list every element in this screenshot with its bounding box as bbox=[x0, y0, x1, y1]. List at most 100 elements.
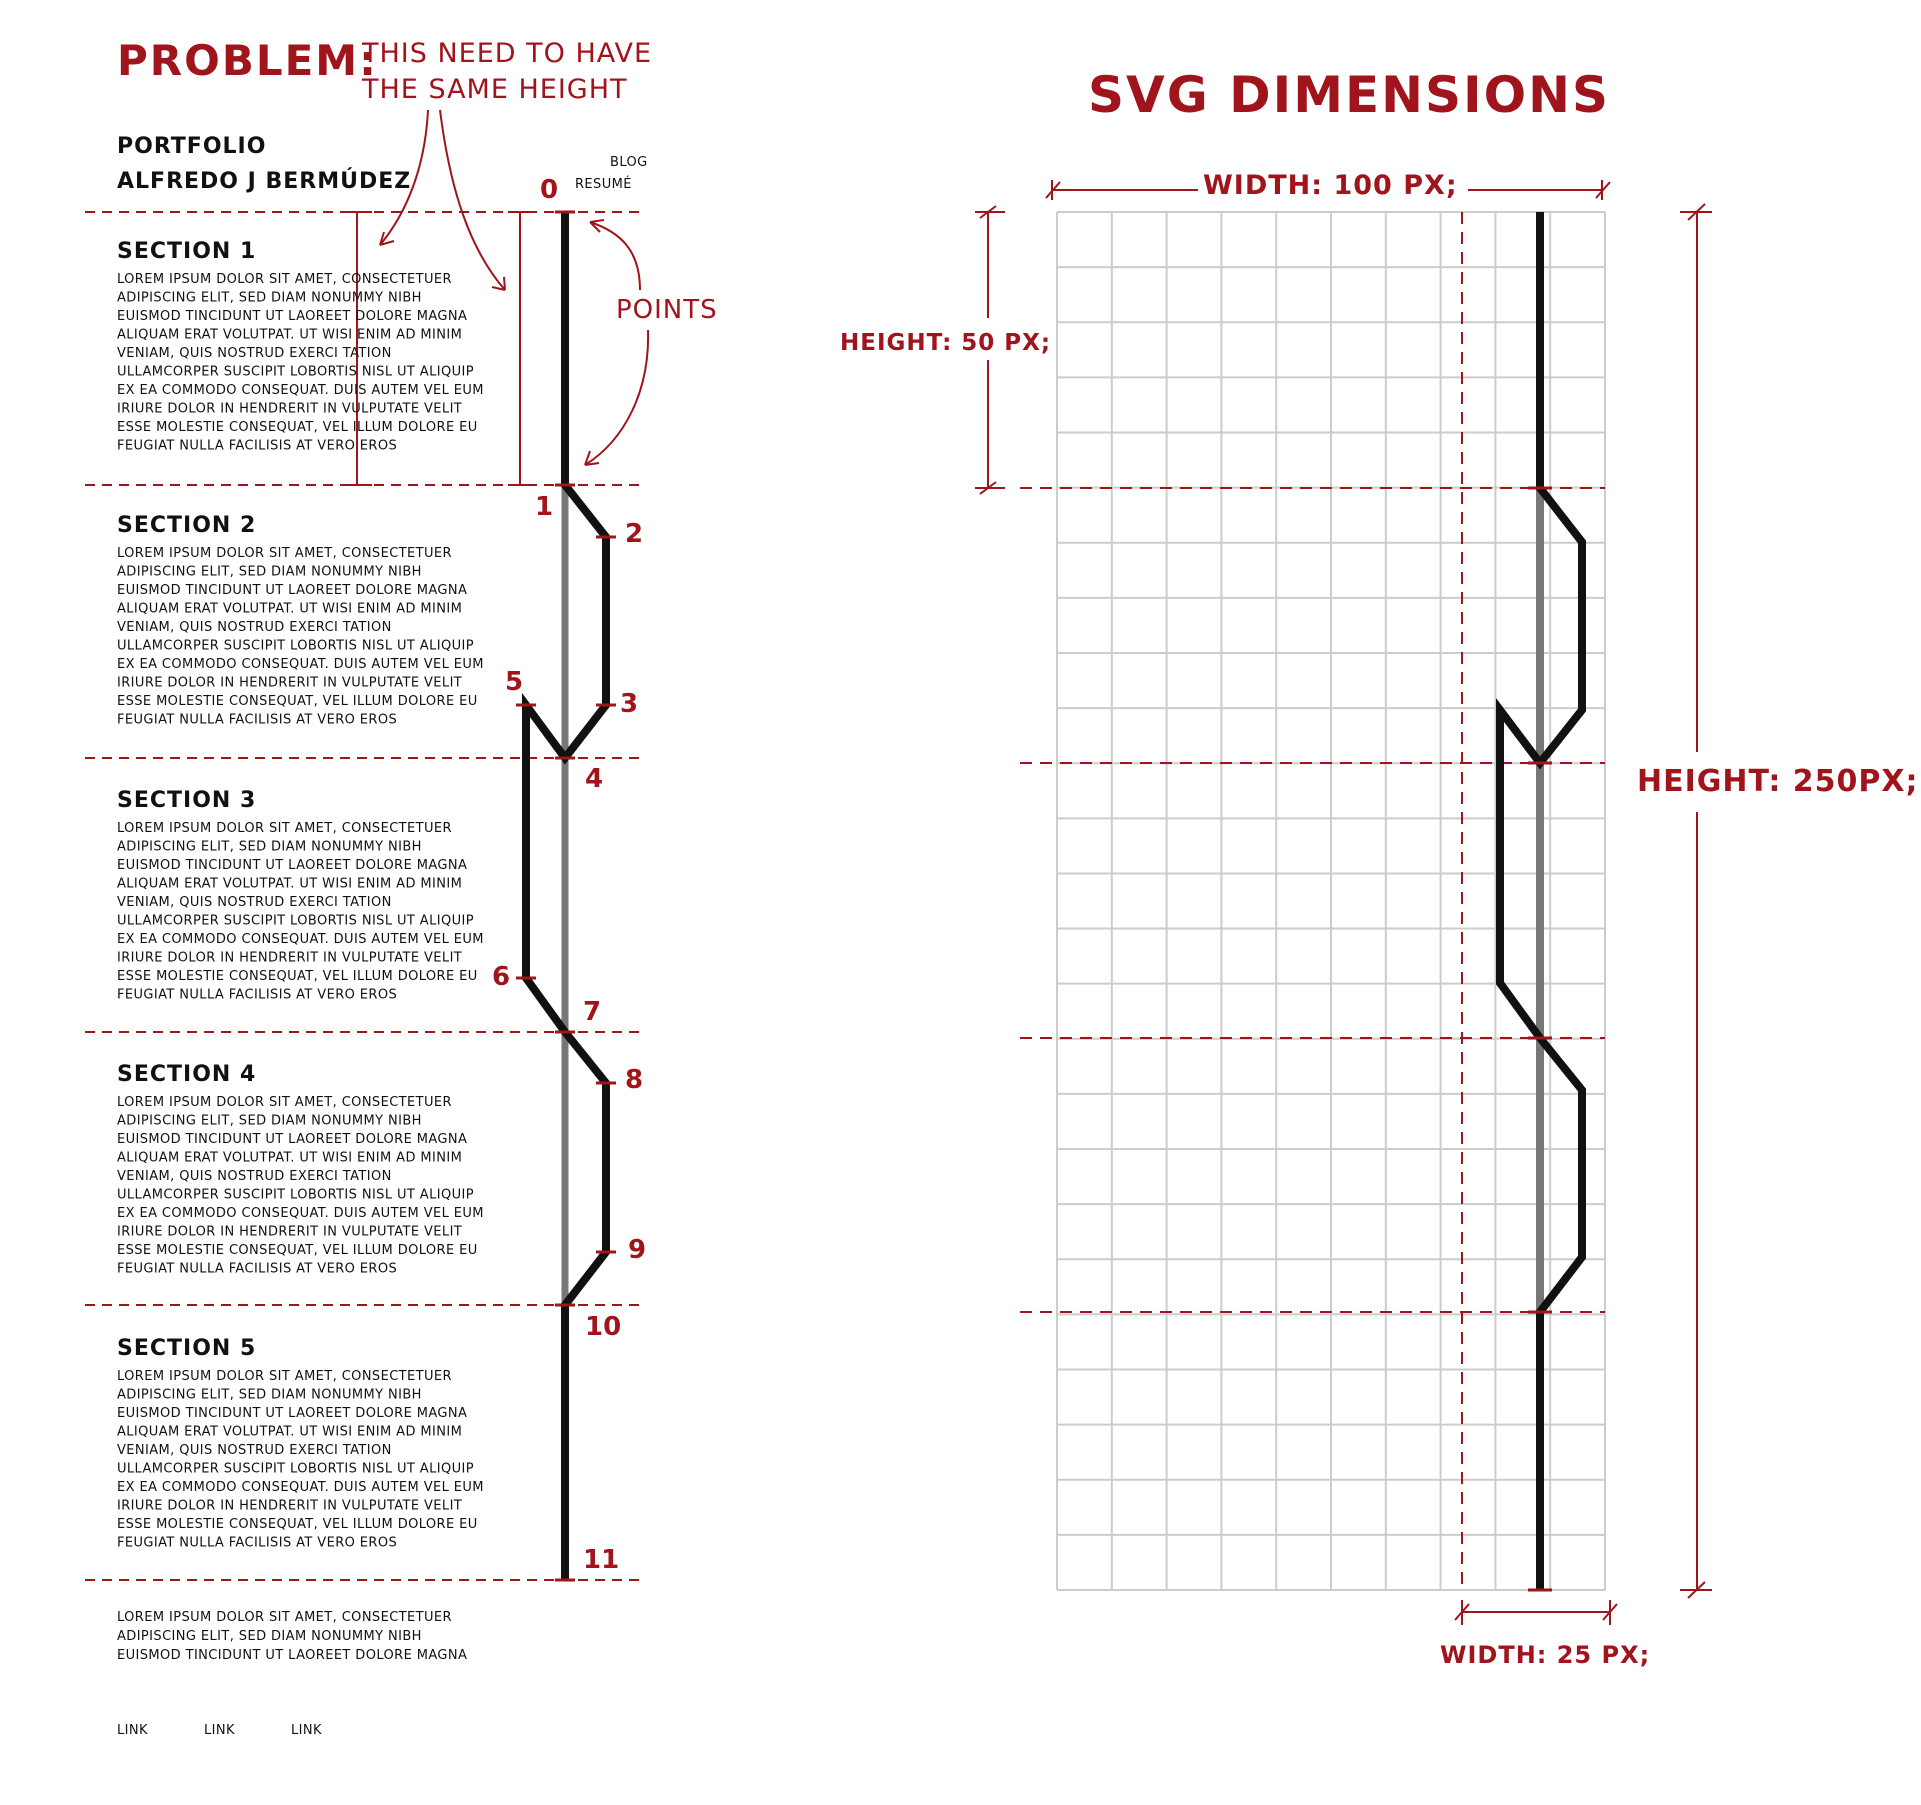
section-body-line: ESSE MOLESTIE CONSEQUAT, VEL ILLUM DOLOR… bbox=[117, 969, 478, 984]
section-body-line: IRIURE DOLOR IN HENDRERIT IN VULPUTATE V… bbox=[117, 951, 462, 966]
point-number-9: 9 bbox=[628, 1235, 646, 1265]
section-body-line: FEUGIAT NULLA FACILISIS AT VERO EROS bbox=[117, 988, 397, 1003]
points-arrow-up bbox=[589, 221, 641, 291]
section-title: SECTION 2 bbox=[117, 513, 256, 538]
section-body-line: ULLAMCORPER SUSCIPIT LOBORTIS NISL UT AL… bbox=[117, 365, 474, 380]
page-footer: LOREM IPSUM DOLOR SIT AMET, CONSECTETUER… bbox=[117, 1610, 467, 1738]
left-path-diagram bbox=[522, 212, 610, 1580]
section-body-line: LOREM IPSUM DOLOR SIT AMET, CONSECTETUER bbox=[117, 1369, 452, 1384]
height-50-dimension-line bbox=[975, 205, 1005, 495]
section-body-line: EX EA COMMODO CONSEQUAT. DUIS AUTEM VEL … bbox=[117, 1480, 484, 1495]
section-body-line: EX EA COMMODO CONSEQUAT. DUIS AUTEM VEL … bbox=[117, 1206, 484, 1221]
point-number-7: 7 bbox=[583, 997, 601, 1027]
point-number-11: 11 bbox=[583, 1545, 619, 1575]
section-body-line: ESSE MOLESTIE CONSEQUAT, VEL ILLUM DOLOR… bbox=[117, 694, 478, 709]
section-3: SECTION 3 LOREM IPSUM DOLOR SIT AMET, CON… bbox=[117, 788, 484, 1003]
author-name: ALFREDO J BERMÚDEZ bbox=[117, 168, 411, 194]
section-title: SECTION 5 bbox=[117, 1336, 256, 1361]
page-header: PORTFOLIO ALFREDO J BERMÚDEZ BLOG RESUMÉ bbox=[117, 134, 648, 194]
section-body-line: VENIAM, QUIS NOSTRUD EXERCI TATION bbox=[117, 346, 392, 361]
problem-label: PROBLEM: bbox=[117, 36, 378, 85]
svg-dimensions-title: SVG DIMENSIONS bbox=[1088, 66, 1610, 124]
section-1: SECTION 1 LOREM IPSUM DOLOR SIT AMET, CON… bbox=[117, 239, 484, 454]
section-body-line: FEUGIAT NULLA FACILISIS AT VERO EROS bbox=[117, 1536, 397, 1551]
section-body-line: VENIAM, QUIS NOSTRUD EXERCI TATION bbox=[117, 620, 392, 635]
section-body-line: EUISMOD TINCIDUNT UT LAOREET DOLORE MAGN… bbox=[117, 858, 467, 873]
section-body-line: FEUGIAT NULLA FACILISIS AT VERO EROS bbox=[117, 1262, 397, 1277]
problem-note-line1: THIS NEED TO HAVE bbox=[361, 38, 652, 69]
section-body-line: ADIPISCING ELIT, SED DIAM NONUMMY NIBH bbox=[117, 1114, 422, 1129]
section-body-line: IRIURE DOLOR IN HENDRERIT IN VULPUTATE V… bbox=[117, 676, 462, 691]
section-body-line: ULLAMCORPER SUSCIPIT LOBORTIS NISL UT AL… bbox=[117, 1462, 474, 1477]
height-50-label: HEIGHT: 50 PX; bbox=[840, 330, 1051, 356]
section-body-line: VENIAM, QUIS NOSTRUD EXERCI TATION bbox=[117, 895, 392, 910]
problem-annotation: PROBLEM: THIS NEED TO HAVE THE SAME HEIG… bbox=[117, 36, 718, 486]
section-body-line: IRIURE DOLOR IN HENDRERIT IN VULPUTATE V… bbox=[117, 1499, 462, 1514]
point-number-4: 4 bbox=[585, 764, 603, 794]
point-number-8: 8 bbox=[625, 1065, 643, 1095]
section-body-line: ALIQUAM ERAT VOLUTPAT. UT WISI ENIM AD M… bbox=[117, 602, 462, 617]
right-path-line bbox=[1496, 212, 1586, 1590]
height-250-dimension-line bbox=[1680, 203, 1712, 1599]
section-body-line: FEUGIAT NULLA FACILISIS AT VERO EROS bbox=[117, 439, 397, 454]
section-body-line: LOREM IPSUM DOLOR SIT AMET, CONSECTETUER bbox=[117, 272, 452, 287]
point-number-3: 3 bbox=[620, 689, 638, 719]
section-body-line: EX EA COMMODO CONSEQUAT. DUIS AUTEM VEL … bbox=[117, 383, 484, 398]
section-body-line: IRIURE DOLOR IN HENDRERIT IN VULPUTATE V… bbox=[117, 402, 462, 417]
left-path-line bbox=[522, 212, 610, 1580]
section-title: SECTION 4 bbox=[117, 1062, 256, 1087]
nav-blog-link[interactable]: BLOG bbox=[610, 155, 648, 170]
section-body-line: EUISMOD TINCIDUNT UT LAOREET DOLORE MAGN… bbox=[117, 1132, 467, 1147]
section-body-line: IRIURE DOLOR IN HENDRERIT IN VULPUTATE V… bbox=[117, 1225, 462, 1240]
section-body-line: LOREM IPSUM DOLOR SIT AMET, CONSECTETUER bbox=[117, 1095, 452, 1110]
section-body-line: ULLAMCORPER SUSCIPIT LOBORTIS NISL UT AL… bbox=[117, 914, 474, 929]
problem-arrow-right bbox=[439, 109, 506, 291]
section-body-line: ADIPISCING ELIT, SED DIAM NONUMMY NIBH bbox=[117, 1388, 422, 1403]
point-markers: 0 1 2 3 4 5 6 7 8 9 10 11 bbox=[492, 175, 646, 1582]
problem-note-line2: THE SAME HEIGHT bbox=[361, 74, 628, 105]
section-title: SECTION 3 bbox=[117, 788, 256, 813]
section-body-line: VENIAM, QUIS NOSTRUD EXERCI TATION bbox=[117, 1169, 392, 1184]
points-label: POINTS bbox=[616, 295, 718, 325]
problem-arrowhead-right bbox=[491, 276, 506, 291]
point-number-2: 2 bbox=[625, 519, 643, 549]
footer-link-3[interactable]: LINK bbox=[291, 1723, 322, 1738]
section-body-line: ALIQUAM ERAT VOLUTPAT. UT WISI ENIM AD M… bbox=[117, 328, 462, 343]
nav-resume-link[interactable]: RESUMÉ bbox=[575, 176, 632, 192]
footer-line-2: ADIPISCING ELIT, SED DIAM NONUMMY NIBH bbox=[117, 1629, 422, 1644]
footer-line-1: LOREM IPSUM DOLOR SIT AMET, CONSECTETUER bbox=[117, 1610, 452, 1625]
footer-line-3: EUISMOD TINCIDUNT UT LAOREET DOLORE MAGN… bbox=[117, 1648, 467, 1663]
point-number-0: 0 bbox=[540, 175, 558, 205]
right-section-dividers bbox=[1020, 487, 1605, 1313]
section-body-line: LOREM IPSUM DOLOR SIT AMET, CONSECTETUER bbox=[117, 821, 452, 836]
section-body-line: ESSE MOLESTIE CONSEQUAT, VEL ILLUM DOLOR… bbox=[117, 1243, 478, 1258]
section-body-line: ALIQUAM ERAT VOLUTPAT. UT WISI ENIM AD M… bbox=[117, 877, 462, 892]
section-4: SECTION 4 LOREM IPSUM DOLOR SIT AMET, CON… bbox=[117, 1062, 484, 1277]
height-250-label: HEIGHT: 250PX; bbox=[1637, 764, 1919, 799]
section-body-line: ADIPISCING ELIT, SED DIAM NONUMMY NIBH bbox=[117, 291, 422, 306]
section-body-line: ALIQUAM ERAT VOLUTPAT. UT WISI ENIM AD M… bbox=[117, 1151, 462, 1166]
section-body-line: ADIPISCING ELIT, SED DIAM NONUMMY NIBH bbox=[117, 565, 422, 580]
section-2: SECTION 2 LOREM IPSUM DOLOR SIT AMET, CON… bbox=[117, 513, 484, 728]
section-body-line: ULLAMCORPER SUSCIPIT LOBORTIS NISL UT AL… bbox=[117, 1188, 474, 1203]
svg-dimensions-panel: SVG DIMENSIONS WIDTH: 100 PX; HEIGHT: 50… bbox=[840, 66, 1919, 1669]
section-body-line: EX EA COMMODO CONSEQUAT. DUIS AUTEM VEL … bbox=[117, 657, 484, 672]
point-number-6: 6 bbox=[492, 962, 510, 992]
width-100-label: WIDTH: 100 PX; bbox=[1203, 170, 1458, 201]
section-body-line: ADIPISCING ELIT, SED DIAM NONUMMY NIBH bbox=[117, 840, 422, 855]
section-height-marker-right bbox=[508, 211, 535, 486]
section-title: SECTION 1 bbox=[117, 239, 256, 264]
section-body-line: LOREM IPSUM DOLOR SIT AMET, CONSECTETUER bbox=[117, 546, 452, 561]
footer-link-2[interactable]: LINK bbox=[204, 1723, 235, 1738]
dimension-grid bbox=[1056, 211, 1606, 1591]
section-body-line: VENIAM, QUIS NOSTRUD EXERCI TATION bbox=[117, 1443, 392, 1458]
section-body-line: EUISMOD TINCIDUNT UT LAOREET DOLORE MAGN… bbox=[117, 583, 467, 598]
points-arrowhead-up bbox=[589, 219, 605, 233]
point-number-5: 5 bbox=[505, 667, 523, 697]
right-path-ticks bbox=[1528, 486, 1552, 1592]
problem-arrow-left bbox=[379, 109, 429, 246]
section-body-line: EX EA COMMODO CONSEQUAT. DUIS AUTEM VEL … bbox=[117, 932, 484, 947]
footer-link-1[interactable]: LINK bbox=[117, 1723, 148, 1738]
problem-arrowhead-left bbox=[379, 231, 395, 246]
